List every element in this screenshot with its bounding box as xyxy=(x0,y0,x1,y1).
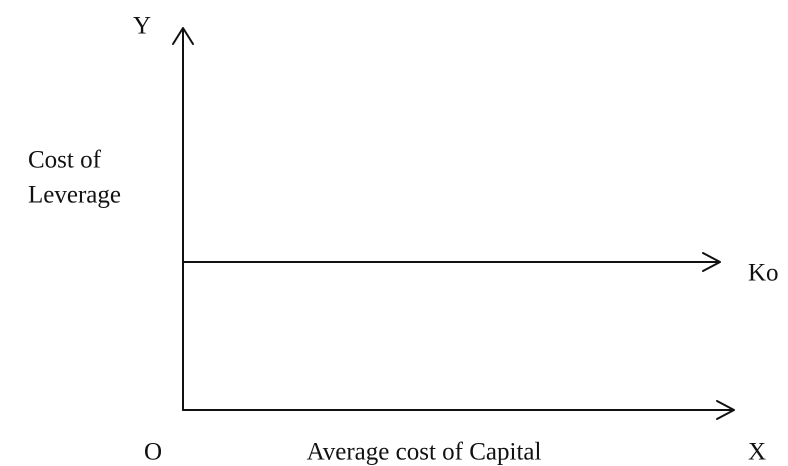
ko-arrow xyxy=(702,252,721,272)
y-title-line: Cost of xyxy=(28,147,102,174)
y-end-label: Y xyxy=(133,13,151,40)
origin-label: O xyxy=(144,439,162,466)
x-end-label: X xyxy=(748,439,766,466)
x-arrow xyxy=(716,400,735,420)
line-label: Ko xyxy=(748,260,779,287)
x-title: Average cost of Capital xyxy=(307,439,542,466)
y-title-line: Leverage xyxy=(28,182,121,209)
y-arrow xyxy=(172,27,194,45)
